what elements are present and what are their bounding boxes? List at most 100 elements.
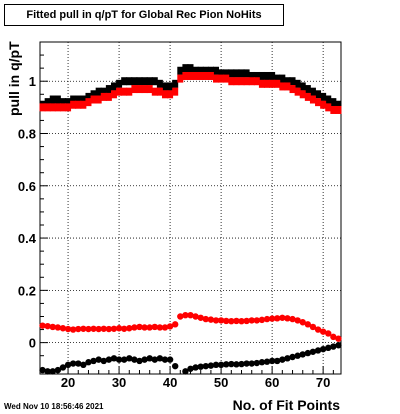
data-point [177, 74, 184, 83]
data-point [177, 313, 184, 320]
data-point [116, 79, 123, 88]
data-point [325, 330, 332, 337]
data-point [141, 85, 148, 94]
data-point [151, 77, 158, 86]
data-point [80, 325, 87, 332]
chart-title: Fitted pull in q/pT for Global Rec Pion … [4, 4, 284, 26]
data-point [207, 71, 214, 80]
data-point [314, 326, 322, 333]
data-point [136, 85, 143, 94]
data-point [85, 359, 92, 366]
data-point [95, 325, 102, 333]
data-point [213, 66, 220, 75]
data-point [192, 364, 199, 371]
data-point [274, 74, 281, 83]
data-point [126, 87, 133, 96]
data-point [197, 363, 204, 370]
data-point [253, 71, 260, 80]
data-point [100, 92, 107, 101]
data-point [69, 326, 77, 333]
data-point [182, 71, 189, 80]
data-point [75, 360, 82, 367]
data-point [315, 98, 322, 107]
data-point [304, 349, 312, 357]
data-point [279, 314, 286, 321]
data-point [202, 315, 210, 323]
data-point [100, 357, 107, 365]
data-point [70, 95, 77, 104]
data-point [197, 71, 204, 80]
data-point [223, 317, 230, 325]
data-point [268, 315, 276, 322]
data-point [202, 71, 209, 80]
data-point [314, 347, 322, 354]
data-point [264, 71, 271, 80]
y-tick-label: 1 [29, 74, 36, 89]
data-point [115, 356, 123, 363]
data-point [121, 77, 128, 86]
data-point [59, 103, 66, 112]
data-point [156, 87, 163, 96]
data-point [59, 98, 66, 107]
data-point [207, 66, 214, 75]
data-point [269, 71, 276, 80]
data-point [126, 325, 133, 332]
x-tick-label: 20 [61, 375, 75, 390]
data-point [85, 92, 92, 101]
data-point [95, 356, 102, 363]
data-point [136, 77, 143, 86]
x-tick-label: 60 [265, 375, 279, 390]
data-point [182, 368, 189, 375]
data-point [54, 366, 62, 374]
data-point [325, 103, 332, 112]
data-point [146, 85, 153, 94]
data-point [90, 90, 97, 99]
data-point [243, 69, 250, 78]
x-tick-label: 70 [316, 375, 330, 390]
data-point [304, 85, 311, 94]
data-point [182, 64, 189, 73]
data-point [233, 361, 240, 368]
data-point [64, 325, 72, 333]
data-point [335, 342, 342, 349]
data-point [289, 353, 296, 361]
data-point [161, 356, 169, 363]
data-point [335, 100, 342, 109]
data-point [156, 79, 163, 88]
data-point [166, 356, 174, 363]
data-point [70, 100, 77, 109]
data-point [213, 74, 220, 83]
data-point [167, 90, 174, 99]
data-point [233, 77, 240, 86]
data-point [238, 317, 245, 325]
data-point [131, 356, 138, 363]
data-point [54, 324, 62, 331]
data-point [146, 77, 153, 86]
data-point [218, 69, 225, 78]
data-point [217, 317, 225, 324]
data-point [172, 79, 179, 88]
data-point [212, 317, 220, 324]
data-point [258, 316, 266, 324]
data-point [243, 317, 250, 325]
data-point [75, 95, 82, 104]
data-point [294, 352, 301, 359]
data-point [141, 77, 148, 86]
data-point [105, 92, 112, 101]
data-point [248, 317, 255, 324]
data-point [218, 74, 225, 83]
y-tick-label: 0.8 [18, 126, 36, 141]
data-point [217, 361, 225, 369]
data-point [171, 362, 179, 370]
data-point [39, 103, 46, 112]
data-point [228, 317, 235, 325]
y-tick-label: 0.4 [18, 231, 37, 246]
data-point [197, 314, 204, 321]
data-point [126, 77, 133, 86]
data-point [289, 85, 296, 94]
data-point [177, 66, 184, 75]
data-point [319, 328, 327, 335]
data-point [304, 92, 311, 101]
data-point [151, 87, 158, 96]
